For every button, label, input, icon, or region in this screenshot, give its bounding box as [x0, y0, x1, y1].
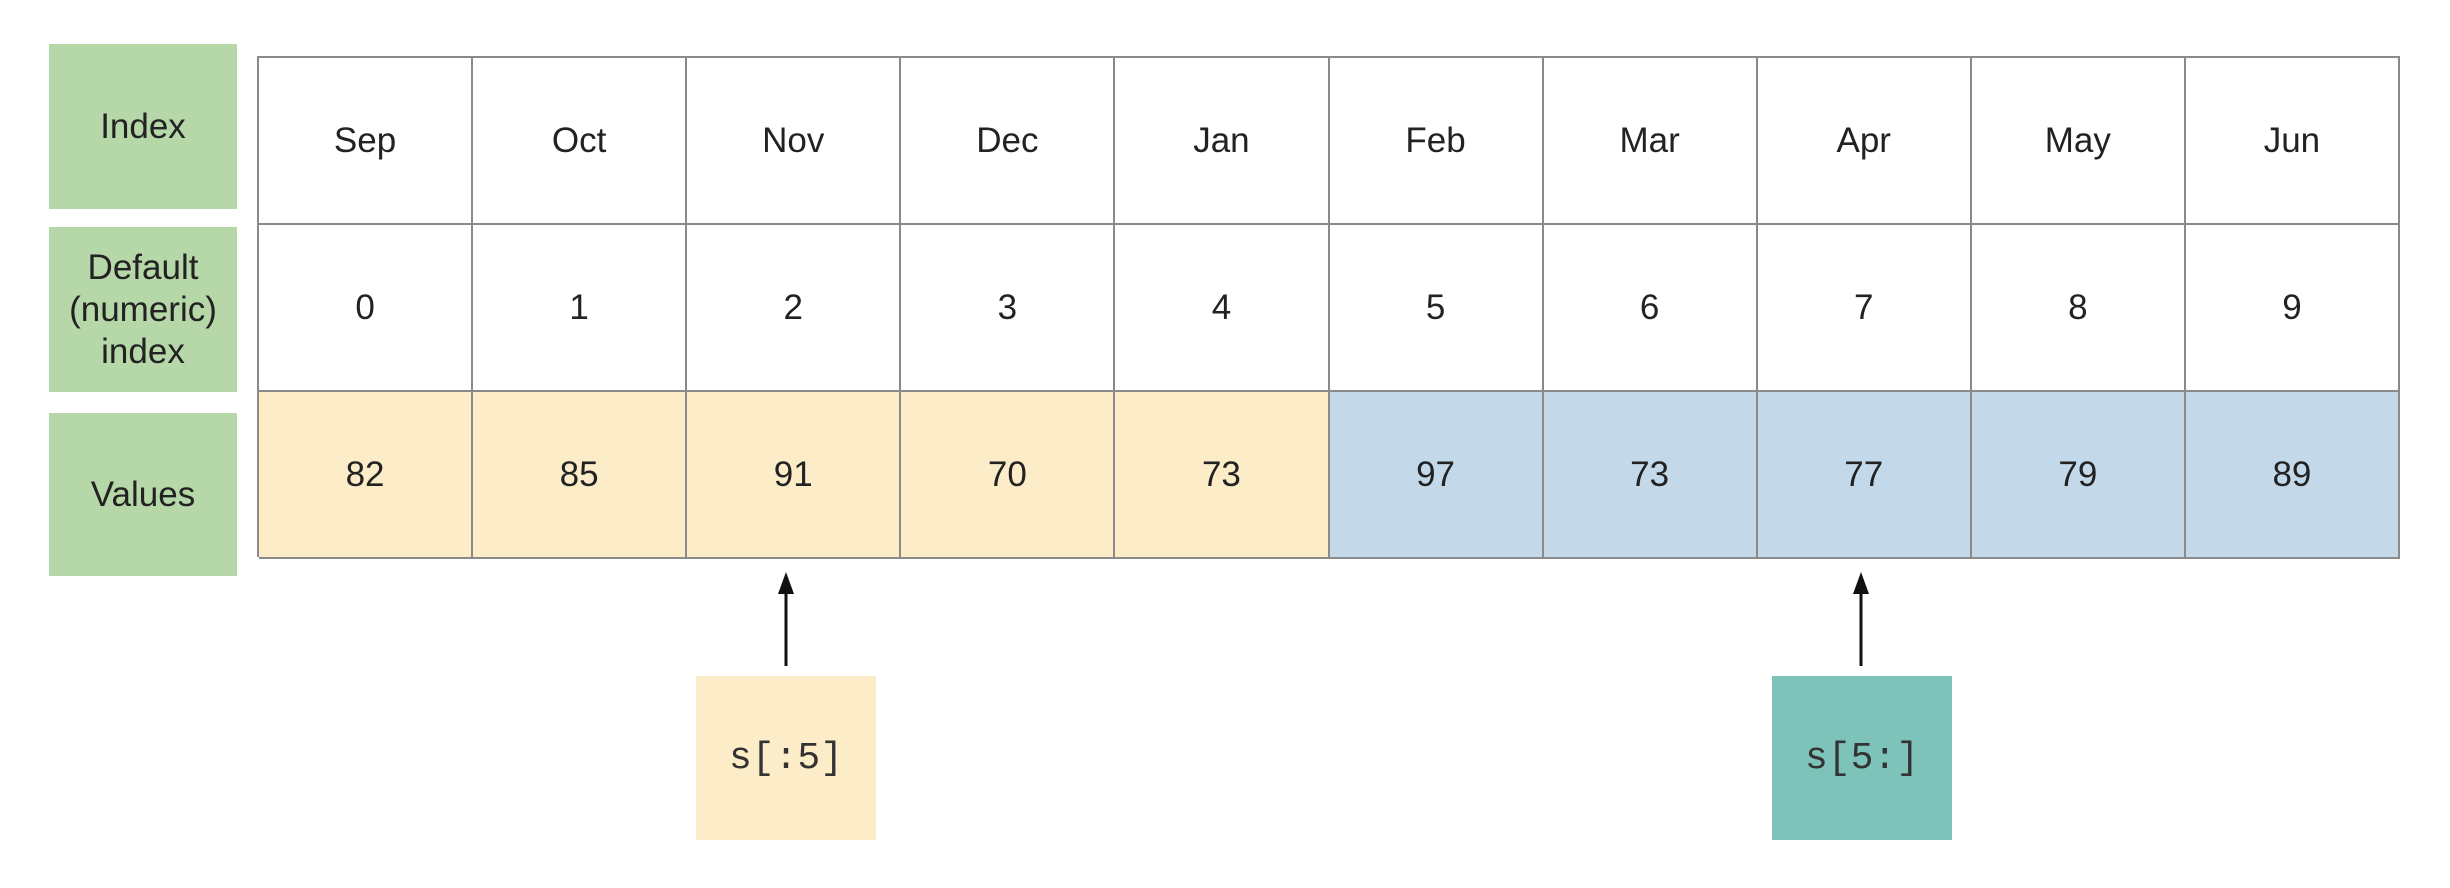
position-cell: 3 [901, 225, 1116, 392]
value-cell: 70 [901, 392, 1116, 559]
index-cell: May [1971, 58, 2186, 225]
up-arrow-icon [1846, 570, 1876, 670]
series-table: Sep Oct Nov Dec Jan Feb Mar Apr May Jun … [257, 56, 2400, 559]
row-label-index: Index [49, 44, 237, 209]
index-cell: Mar [1543, 58, 1758, 225]
index-cell: Apr [1757, 58, 1972, 225]
position-cell: 4 [1115, 225, 1330, 392]
index-cell: Sep [259, 58, 474, 225]
value-cell: 79 [1971, 392, 2186, 559]
value-cell: 89 [2185, 392, 2400, 559]
index-cell: Feb [1329, 58, 1544, 225]
index-cell: Dec [901, 58, 1116, 225]
position-cell: 2 [687, 225, 902, 392]
slice-label-from-five: s[5:] [1772, 676, 1952, 840]
index-cell: Jun [2185, 58, 2400, 225]
index-cell: Jan [1115, 58, 1330, 225]
position-cell: 8 [1971, 225, 2186, 392]
position-cell: 6 [1543, 225, 1758, 392]
row-label-values: Values [49, 413, 237, 576]
position-cell: 1 [473, 225, 688, 392]
value-cell: 91 [687, 392, 902, 559]
index-cell: Nov [687, 58, 902, 225]
index-cell: Oct [473, 58, 688, 225]
row-label-default-index: Default (numeric) index [49, 227, 237, 392]
value-cell: 73 [1115, 392, 1330, 559]
position-cell: 5 [1329, 225, 1544, 392]
position-cell: 0 [259, 225, 474, 392]
slice-label-first-five: s[:5] [696, 676, 876, 840]
position-cell: 7 [1757, 225, 1972, 392]
value-cell: 97 [1329, 392, 1544, 559]
position-cell: 9 [2185, 225, 2400, 392]
value-cell: 82 [259, 392, 474, 559]
value-cell: 85 [473, 392, 688, 559]
value-cell: 73 [1543, 392, 1758, 559]
value-cell: 77 [1757, 392, 1972, 559]
up-arrow-icon [771, 570, 801, 670]
